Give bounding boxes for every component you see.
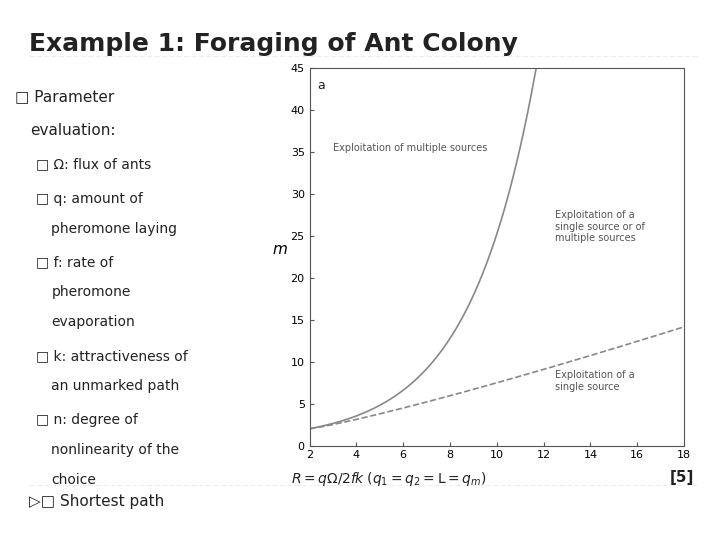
Text: Exploitation of a
single source or of
multiple sources: Exploitation of a single source or of mu… bbox=[555, 210, 645, 244]
Text: ▷□ Shortest path: ▷□ Shortest path bbox=[29, 494, 164, 509]
Text: pheromone: pheromone bbox=[51, 286, 131, 300]
Text: Exploitation of multiple sources: Exploitation of multiple sources bbox=[333, 143, 487, 153]
Text: a: a bbox=[317, 79, 325, 92]
Text: evaluation:: evaluation: bbox=[30, 123, 116, 138]
Text: □ Parameter: □ Parameter bbox=[15, 89, 114, 104]
Text: evaporation: evaporation bbox=[51, 315, 135, 329]
Text: pheromone laying: pheromone laying bbox=[51, 221, 177, 235]
Y-axis label: m: m bbox=[272, 241, 287, 256]
Text: Exploitation of a
single source: Exploitation of a single source bbox=[555, 370, 635, 392]
Text: Example 1: Foraging of Ant Colony: Example 1: Foraging of Ant Colony bbox=[29, 32, 518, 56]
Text: nonlinearity of the: nonlinearity of the bbox=[51, 443, 179, 457]
Text: □ q: amount of: □ q: amount of bbox=[36, 192, 143, 206]
Text: [5]: [5] bbox=[670, 470, 694, 485]
Text: □ f: rate of: □ f: rate of bbox=[36, 255, 114, 269]
Text: an unmarked path: an unmarked path bbox=[51, 379, 180, 393]
Text: □ n: degree of: □ n: degree of bbox=[36, 414, 138, 428]
Text: choice: choice bbox=[51, 473, 96, 487]
Text: $R = q\Omega / 2fk \; (q_1 = q_2 = \mathrm{L} = q_m)$: $R = q\Omega / 2fk \; (q_1 = q_2 = \math… bbox=[291, 470, 487, 488]
Text: □ Ω: flux of ants: □ Ω: flux of ants bbox=[36, 158, 151, 172]
Text: □ k: attractiveness of: □ k: attractiveness of bbox=[36, 349, 188, 363]
